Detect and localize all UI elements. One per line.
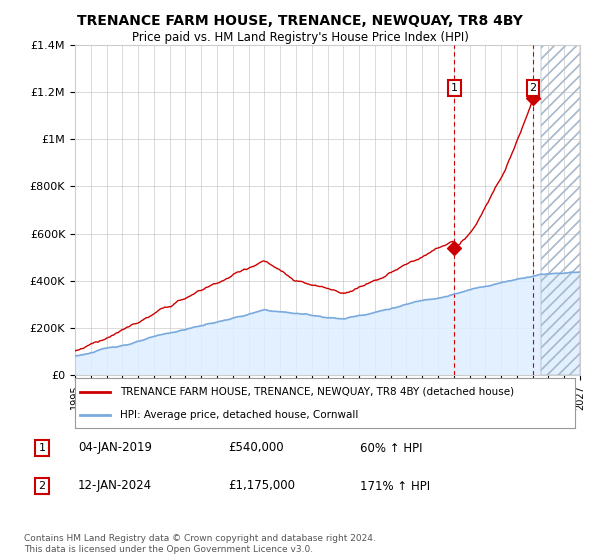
Text: 171% ↑ HPI: 171% ↑ HPI [360, 479, 430, 492]
Text: TRENANCE FARM HOUSE, TRENANCE, NEWQUAY, TR8 4BY: TRENANCE FARM HOUSE, TRENANCE, NEWQUAY, … [77, 14, 523, 28]
Text: Price paid vs. HM Land Registry's House Price Index (HPI): Price paid vs. HM Land Registry's House … [131, 31, 469, 44]
Text: £540,000: £540,000 [228, 441, 284, 455]
Text: £1,175,000: £1,175,000 [228, 479, 295, 492]
Point [529, 94, 538, 102]
Text: 1: 1 [38, 443, 46, 453]
Text: 12-JAN-2024: 12-JAN-2024 [78, 479, 152, 492]
Text: 2: 2 [530, 83, 536, 93]
Point [449, 243, 459, 252]
Text: HPI: Average price, detached house, Cornwall: HPI: Average price, detached house, Corn… [120, 409, 358, 419]
Text: 2: 2 [38, 481, 46, 491]
Bar [541, 45, 580, 375]
Text: 60% ↑ HPI: 60% ↑ HPI [360, 441, 422, 455]
Text: TRENANCE FARM HOUSE, TRENANCE, NEWQUAY, TR8 4BY (detached house): TRENANCE FARM HOUSE, TRENANCE, NEWQUAY, … [120, 386, 514, 396]
Text: 1: 1 [451, 83, 458, 93]
Text: Contains HM Land Registry data © Crown copyright and database right 2024.
This d: Contains HM Land Registry data © Crown c… [24, 534, 376, 554]
Text: 04-JAN-2019: 04-JAN-2019 [78, 441, 152, 455]
